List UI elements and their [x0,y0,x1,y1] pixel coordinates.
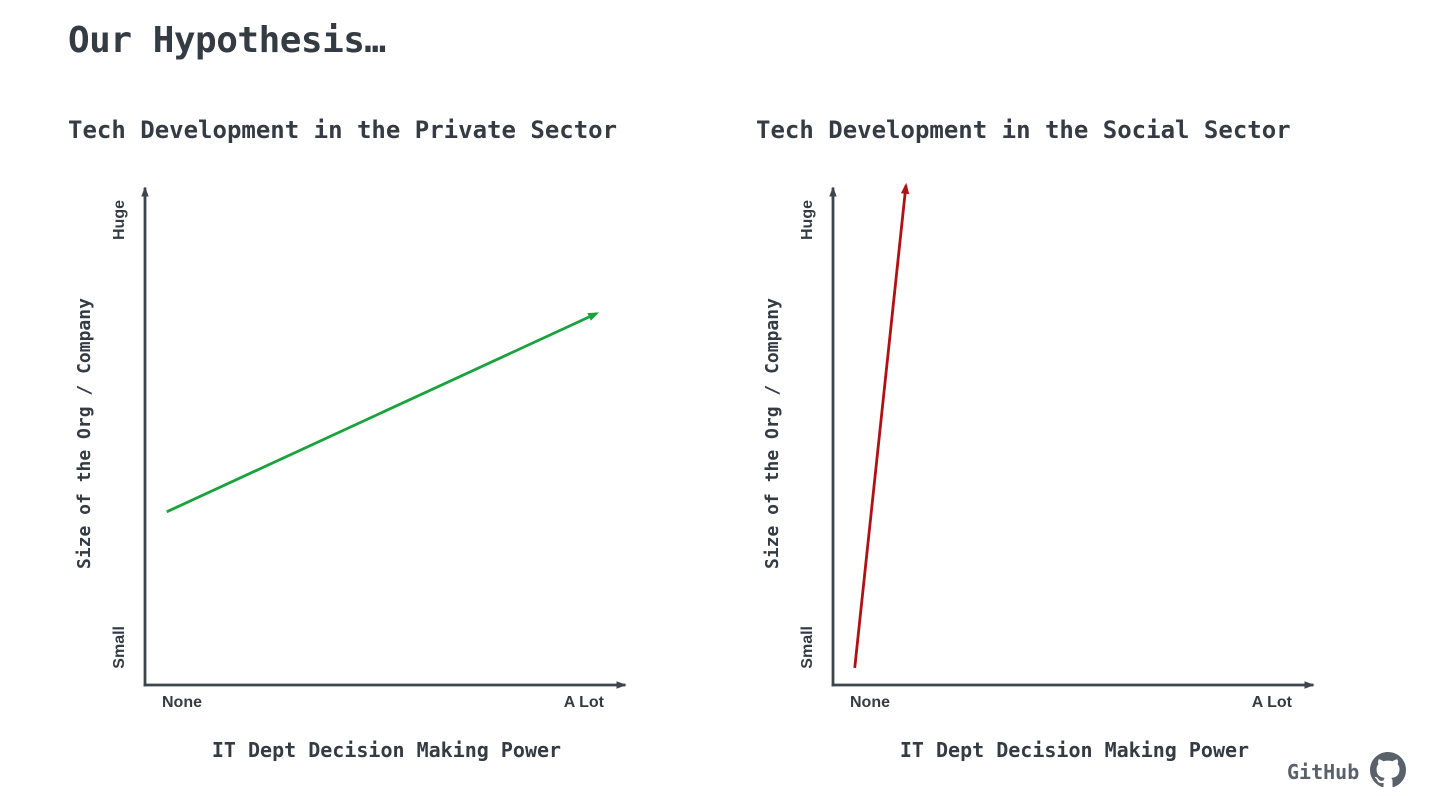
x-axis-label: IT Dept Decision Making Power [211,738,562,762]
x-tick-none: None [850,694,890,711]
github-octocat-icon [1370,752,1406,788]
x-tick-none: None [162,694,202,711]
x-axis-label: IT Dept Decision Making Power [899,738,1250,762]
chart-private-sector: Tech Development in the Private Sector S… [68,110,648,782]
y-tick-small: Small [799,626,816,669]
chart-title: Tech Development in the Social Sector [756,116,1291,144]
page-title: Our Hypothesis… [68,20,386,61]
chart-social-sector: Tech Development in the Social Sector Si… [756,110,1336,782]
y-tick-huge: Huge [111,200,128,240]
x-tick-a-lot: A Lot [1251,694,1292,711]
plot-area [829,182,1315,689]
data-line-private [166,312,600,514]
y-axis-label: Size of the Org / Company [762,298,783,570]
y-tick-small: Small [111,626,128,669]
y-axis-label: Size of the Org / Company [74,298,95,570]
chart-title: Tech Development in the Private Sector [68,116,618,144]
plot-area [141,186,627,689]
x-tick-a-lot: A Lot [563,694,604,711]
github-wordmark: GitHub [1287,760,1360,784]
y-tick-huge: Huge [799,200,816,240]
data-line-social [853,182,910,669]
